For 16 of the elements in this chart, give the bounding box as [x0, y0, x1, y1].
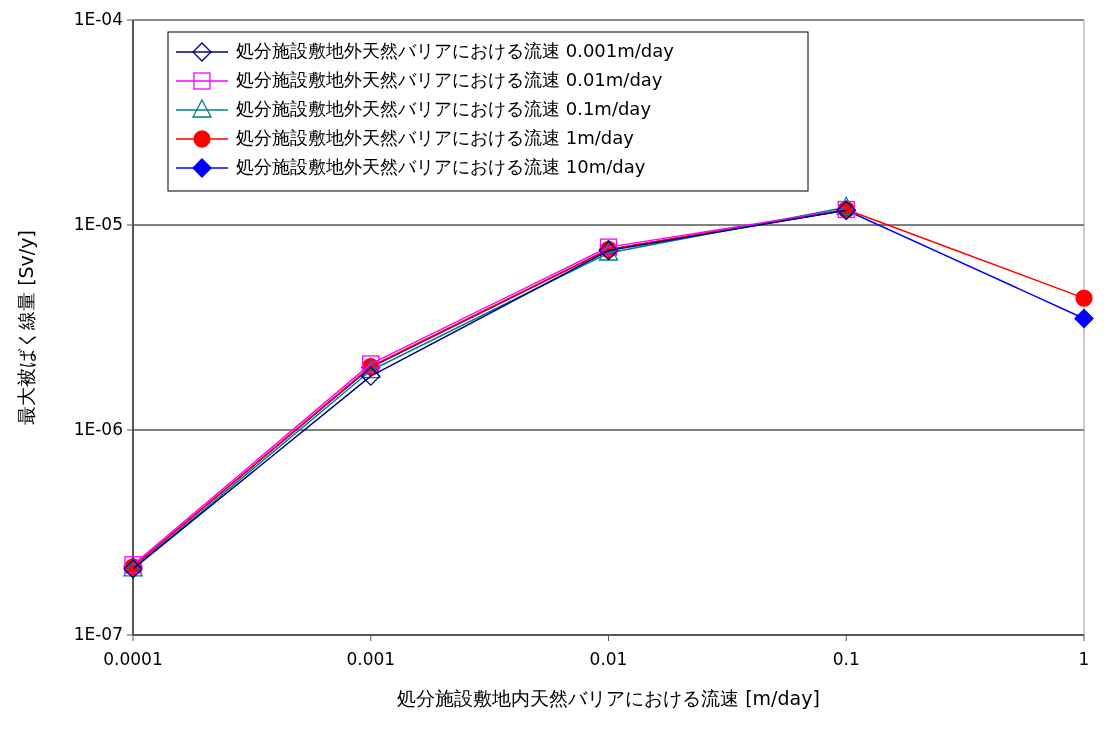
legend-label: 処分施設敷地外天然バリアにおける流速 0.001m/day: [236, 40, 675, 61]
y-tick-label: 1E-04: [73, 9, 123, 29]
x-tick-label: 0.1: [832, 649, 860, 669]
legend-label: 処分施設敷地外天然バリアにおける流速 0.01m/day: [236, 69, 663, 90]
x-tick-label: 0.001: [346, 649, 396, 669]
y-tick-label: 1E-05: [73, 214, 123, 234]
legend-label: 処分施設敷地外天然バリアにおける流速 0.1m/day: [236, 98, 652, 119]
x-tick-label: 0.01: [589, 649, 628, 669]
x-tick-label: 0.0001: [103, 649, 163, 669]
y-axis-title: 最大被ばく線量 [Sv/y]: [15, 230, 37, 425]
x-tick-label: 1: [1078, 649, 1090, 669]
legend-label: 処分施設敷地外天然バリアにおける流速 1m/day: [236, 127, 635, 148]
legend-label: 処分施設敷地外天然バリアにおける流速 10m/day: [236, 156, 646, 177]
y-tick-label: 1E-06: [73, 419, 123, 439]
y-tick-label: 1E-07: [73, 624, 123, 644]
x-axis-title: 処分施設敷地内天然バリアにおける流速 [m/day]: [397, 687, 820, 709]
